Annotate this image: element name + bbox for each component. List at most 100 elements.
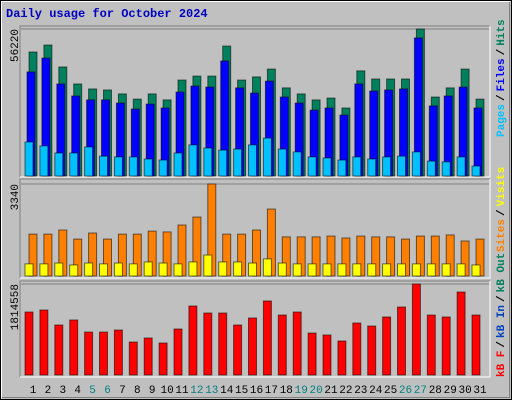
legend-separator: /: [496, 295, 508, 302]
bar: [426, 160, 436, 177]
bar: [248, 317, 257, 376]
bar: [158, 342, 168, 376]
bar: [39, 263, 49, 277]
bar: [456, 156, 466, 177]
bar: [262, 258, 272, 277]
bar: [397, 155, 406, 177]
x-tick-label: 1: [30, 385, 37, 397]
bar: [426, 314, 436, 376]
bar: [203, 147, 213, 177]
bar: [143, 158, 153, 177]
bar: [233, 148, 243, 177]
legend-entry: kB In: [496, 305, 508, 338]
bar: [456, 291, 466, 376]
bar: [218, 312, 228, 376]
bar: [262, 137, 272, 177]
x-tick-label: 22: [339, 385, 352, 397]
bar: [128, 156, 138, 177]
bar: [173, 152, 183, 177]
bar: [113, 262, 123, 277]
x-tick-label: 11: [175, 385, 189, 397]
bar: [54, 262, 64, 277]
bar: [188, 144, 198, 177]
bar: [441, 316, 451, 376]
x-tick-label: 10: [160, 385, 173, 397]
bar: [292, 151, 302, 177]
bar: [54, 152, 64, 177]
x-tick-label: 7: [119, 385, 126, 397]
legend-entry: Pages: [496, 104, 508, 137]
bar: [173, 328, 183, 376]
legend-separator: /: [496, 209, 508, 216]
bar: [367, 325, 377, 376]
x-tick-label: 28: [429, 385, 442, 397]
bar: [69, 152, 79, 177]
x-tick-label: 26: [399, 385, 412, 397]
bar: [307, 332, 317, 376]
bar: [233, 261, 243, 277]
x-tick-label: 8: [134, 385, 141, 397]
bar: [113, 329, 123, 376]
x-tick-label: 17: [265, 385, 278, 397]
bar: [277, 148, 287, 177]
bar: [203, 312, 213, 376]
bar: [248, 262, 257, 277]
x-tick-label: 2: [45, 385, 52, 397]
bar: [471, 314, 481, 376]
bar: [337, 263, 347, 277]
x-tick-label: 18: [280, 385, 293, 397]
bar: [113, 156, 123, 177]
bar: [39, 145, 49, 177]
panel-bevel: [19, 178, 490, 278]
panel-bevel: [20, 26, 491, 178]
panel-bevel: [19, 25, 490, 177]
bar: [411, 263, 421, 277]
x-tick-label: 5: [89, 385, 96, 397]
y-tick-label: 1814558: [10, 284, 22, 330]
bar: [411, 151, 421, 177]
x-tick-label: 21: [324, 385, 338, 397]
bar: [397, 306, 406, 376]
bar: [292, 263, 302, 277]
x-tick-label: 31: [473, 385, 487, 397]
bar: [277, 262, 287, 277]
bar: [382, 263, 392, 277]
x-tick-label: 25: [384, 385, 397, 397]
bar: [248, 144, 257, 177]
x-tick-label: 30: [458, 385, 471, 397]
bar: [99, 155, 108, 177]
bar: [84, 146, 94, 177]
bar: [128, 263, 138, 277]
bar: [352, 156, 362, 177]
x-tick-label: 3: [59, 385, 66, 397]
x-tick-label: 6: [104, 385, 111, 397]
x-tick-label: 15: [235, 385, 248, 397]
bar: [382, 156, 392, 177]
legend-entry: Files: [496, 58, 508, 91]
bar: [307, 263, 317, 277]
bar: [158, 159, 168, 177]
x-tick-label: 14: [220, 385, 234, 397]
legend-entry: kB F: [496, 351, 508, 377]
bar: [233, 324, 243, 376]
x-tick-label: 24: [369, 385, 383, 397]
bar: [382, 316, 392, 376]
legend-entry: kB Out: [496, 253, 508, 293]
x-tick-label: 16: [250, 385, 263, 397]
bar: [143, 261, 153, 277]
bar: [307, 156, 317, 177]
bar: [99, 263, 108, 277]
bar: [84, 262, 94, 277]
x-tick-label: 13: [205, 385, 218, 397]
bar: [173, 263, 183, 277]
bar: [441, 263, 451, 277]
bar: [54, 324, 64, 376]
x-tick-label: 27: [414, 385, 427, 397]
bar: [69, 319, 79, 376]
bar: [69, 264, 79, 277]
bar: [397, 263, 406, 277]
bar: [24, 263, 34, 277]
legend-entry: Sites: [496, 219, 508, 252]
